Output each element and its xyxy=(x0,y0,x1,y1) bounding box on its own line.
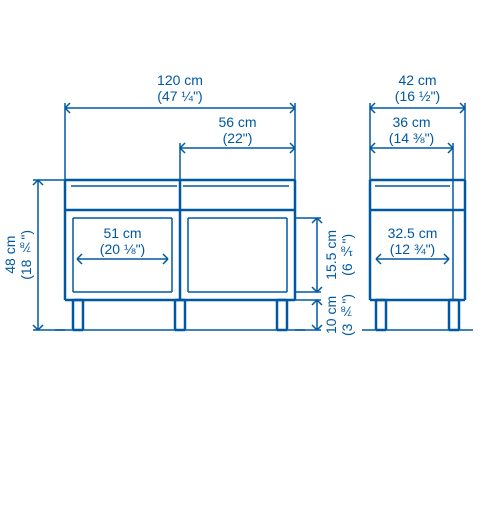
dim-inner-width-cm: 32.5 cm xyxy=(388,225,438,241)
dim-width-half-cm: 56 cm xyxy=(218,114,256,130)
dim-depth-total-cm: 42 cm xyxy=(398,72,436,88)
dimension-diagram: 120 cm(47 ¼") 56 cm(22") 48 cm(18 ⅞") 51 cm… xyxy=(0,0,500,500)
dim-depth-total-in: (16 ½") xyxy=(395,88,440,104)
dim-drawer-width-in: (20 ⅛") xyxy=(100,241,145,257)
dim-inner-width: 32.5 cm(12 ¾") xyxy=(388,225,438,257)
dim-drawer-height-cm: 15.5 cm xyxy=(323,230,339,280)
dim-width-half-in: (22") xyxy=(223,130,253,146)
dim-leg-height-cm: 10 cm xyxy=(323,296,339,334)
dim-width-half: 56 cm(22") xyxy=(218,114,256,146)
dim-height-total: 48 cm(18 ⅞") xyxy=(2,230,34,280)
dim-drawer-height-in: (6 ⅛") xyxy=(339,234,355,276)
dim-width-total: 120 cm(47 ¼") xyxy=(157,72,203,104)
dim-leg-height-in: (3 ⅞") xyxy=(339,294,355,336)
dim-depth-inner-cm: 36 cm xyxy=(392,114,430,130)
dim-width-total-cm: 120 cm xyxy=(157,72,203,88)
dim-inner-width-in: (12 ¾") xyxy=(390,241,435,257)
dim-drawer-width: 51 cm(20 ⅛") xyxy=(100,225,145,257)
dim-drawer-width-cm: 51 cm xyxy=(103,225,141,241)
dim-leg-height: 10 cm(3 ⅞") xyxy=(323,294,355,336)
dim-width-total-in: (47 ¼") xyxy=(157,88,202,104)
dim-depth-inner-in: (14 ⅜") xyxy=(389,130,434,146)
dim-height-total-cm: 48 cm xyxy=(2,236,18,274)
dim-depth-total: 42 cm(16 ½") xyxy=(395,72,440,104)
dim-height-total-in: (18 ⅞") xyxy=(18,230,34,280)
dim-drawer-height: 15.5 cm(6 ⅛") xyxy=(323,230,355,280)
dim-depth-inner: 36 cm(14 ⅜") xyxy=(389,114,434,146)
